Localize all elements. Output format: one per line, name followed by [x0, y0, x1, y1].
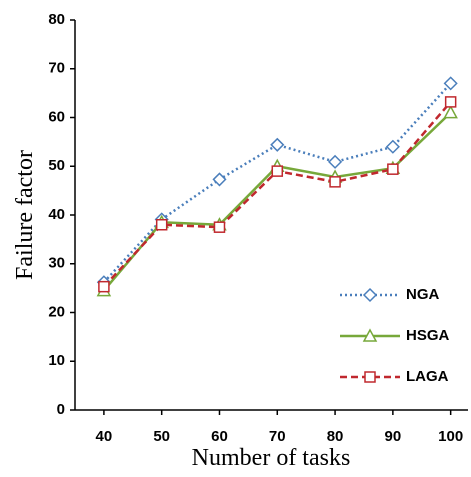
x-tick-label: 90	[385, 428, 402, 445]
y-tick-label: 40	[48, 206, 65, 223]
y-tick-label: 30	[48, 255, 65, 272]
legend-label: LAGA	[406, 368, 449, 385]
marker	[444, 96, 457, 108]
x-tick-label: 80	[327, 428, 344, 445]
y-tick-label: 80	[48, 11, 65, 28]
series-line	[102, 101, 452, 288]
x-tick-label: 70	[269, 428, 286, 445]
y-tick-label: 10	[48, 352, 65, 369]
marker	[212, 172, 227, 187]
x-tick-label: 50	[153, 428, 170, 445]
legend-label: HSGA	[406, 327, 450, 344]
legend-marker	[362, 287, 378, 303]
marker	[155, 219, 168, 231]
x-tick-label: 60	[211, 428, 228, 445]
marker	[328, 154, 343, 169]
y-axis-label: Failure factor	[12, 150, 38, 280]
marker	[213, 221, 226, 233]
marker	[98, 280, 110, 293]
x-tick-label: 40	[96, 428, 113, 445]
y-tick-label: 70	[48, 60, 65, 77]
legend-marker	[364, 371, 376, 383]
marker	[387, 163, 399, 175]
y-tick-label: 60	[48, 108, 65, 125]
x-axis-label: Number of tasks	[192, 445, 351, 471]
y-tick-label: 50	[48, 157, 65, 174]
y-tick-label: 0	[57, 401, 65, 418]
legend-label: NGA	[406, 286, 440, 303]
marker	[443, 76, 458, 91]
marker	[270, 137, 285, 152]
legend-marker	[362, 328, 378, 342]
series-line	[102, 82, 452, 284]
marker	[443, 105, 458, 119]
y-tick-label: 20	[48, 303, 65, 320]
marker	[385, 139, 400, 154]
marker	[329, 176, 341, 188]
x-tick-label: 100	[438, 428, 463, 445]
marker	[271, 165, 284, 177]
